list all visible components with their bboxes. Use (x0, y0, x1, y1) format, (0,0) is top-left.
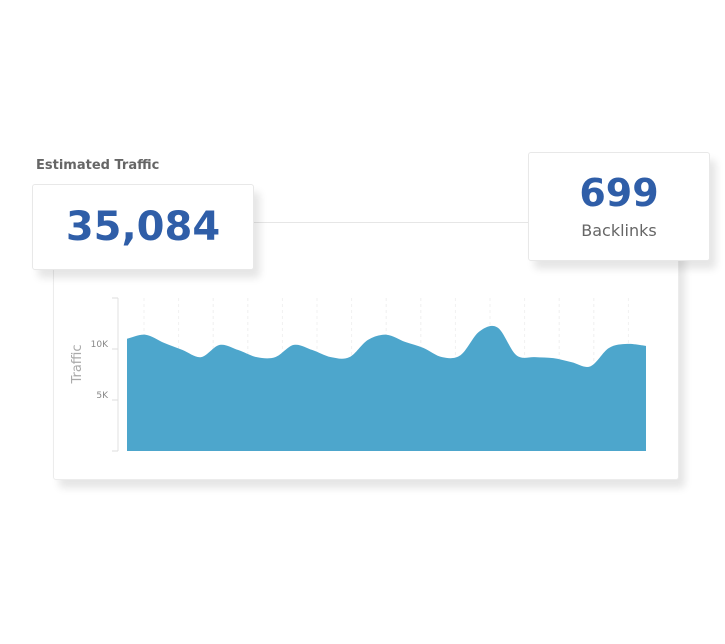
y-tick-label: 5K (96, 391, 109, 401)
traffic-value: 35,084 (65, 204, 221, 250)
backlinks-label: Backlinks (581, 221, 657, 240)
y-tick-label: 10K (91, 340, 109, 350)
backlinks-card: 699 Backlinks (528, 152, 710, 261)
estimated-traffic-card: 35,084 (32, 184, 254, 270)
estimated-traffic-heading: Estimated Traffic (36, 158, 160, 173)
connector-line (252, 222, 528, 223)
y-axis-label: Traffic (70, 344, 85, 384)
backlinks-value: 699 (579, 171, 659, 215)
traffic-area (127, 325, 646, 451)
